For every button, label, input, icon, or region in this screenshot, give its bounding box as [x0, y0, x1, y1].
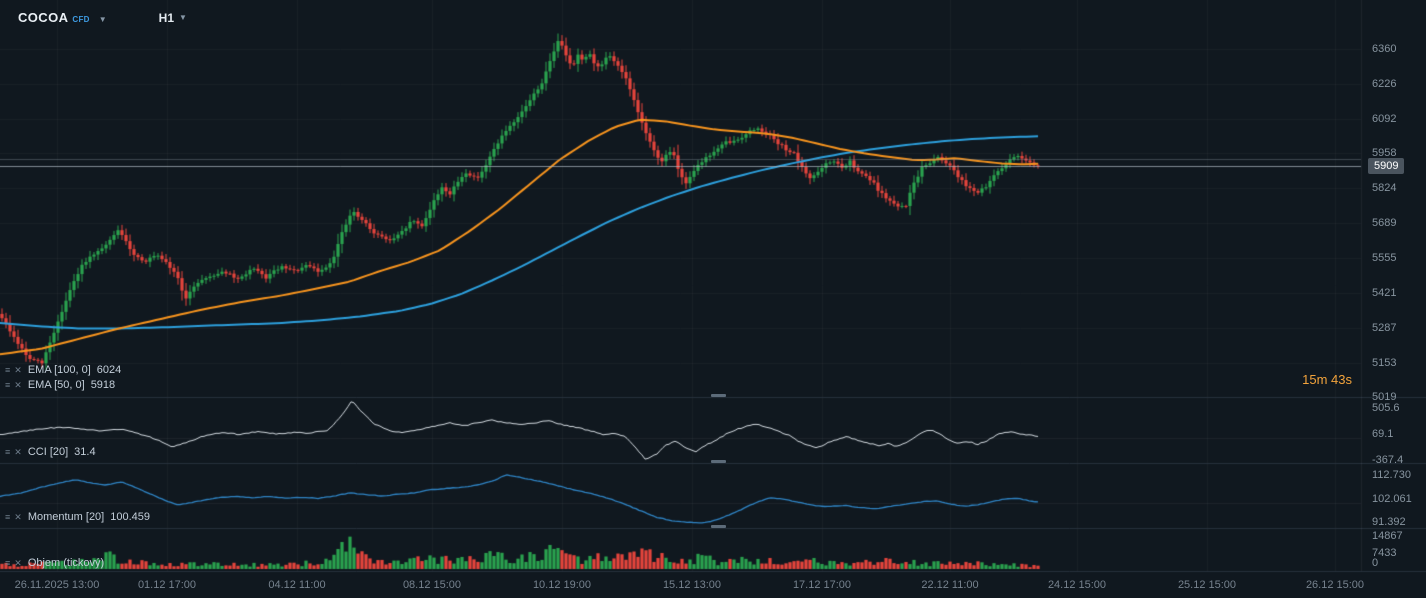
indicator-remove-icon[interactable]: ✕ [14, 379, 22, 390]
indicator-remove-icon[interactable]: ✕ [14, 446, 22, 457]
indicator-row-ema100: ≡ ✕ EMA [100, 0] 6024 [5, 364, 121, 376]
time-axis-label: 08.12 15:00 [402, 579, 462, 591]
price-axis[interactable]: 6360 6226 6092 5958 5824 5689 5555 5421 5287 5153… [1366, 0, 1426, 572]
time-axis-label: 24.12 15:00 [1047, 579, 1107, 591]
indicator-icons: ≡ ✕ [5, 380, 22, 391]
candle-countdown: 15m 43s [1302, 372, 1352, 387]
time-axis-label: 26.11.2025 13:00 [14, 579, 100, 591]
momentum-axis-label: 102.061 [1372, 492, 1412, 505]
timeframe-label: H1 [158, 10, 174, 25]
chart-header: COCOA CFD ▼ H1 ▼ [18, 10, 187, 25]
time-axis-label: 15.12 13:00 [662, 579, 722, 591]
time-axis-label: 26.12 15:00 [1305, 579, 1365, 591]
price-axis-label: 6226 [1372, 77, 1397, 90]
price-axis-label: 5019 [1372, 391, 1397, 404]
panel-resize-handle[interactable] [711, 394, 726, 397]
volume-axis-label: 0 [1372, 557, 1379, 569]
symbol-selector[interactable]: COCOA CFD ▼ [18, 10, 107, 25]
current-price-label: 5909 [1368, 158, 1405, 175]
price-axis-label: 5421 [1372, 286, 1397, 299]
indicator-row-momentum: ≡ ✕ Momentum [20] 100.459 [5, 511, 150, 523]
cci-axis-label: 69.1 [1372, 428, 1394, 440]
indicator-menu-icon[interactable]: ≡ [5, 364, 11, 375]
indicator-label: Objem (tickový) [27, 557, 105, 569]
time-axis-label: 01.12 17:00 [137, 579, 197, 591]
indicator-icons: ≡ ✕ [5, 365, 22, 376]
price-axis-label: 5153 [1372, 356, 1397, 369]
indicator-value: 5918 [90, 379, 116, 391]
symbol-name: COCOA [18, 10, 69, 25]
time-axis-label: 10.12 19:00 [532, 579, 592, 591]
instrument-type-badge: CFD [72, 15, 90, 24]
price-axis-label: 5555 [1372, 252, 1397, 265]
volume-axis-label: 7433 [1372, 546, 1397, 559]
price-axis-label: 6092 [1372, 112, 1397, 125]
time-axis-label: 25.12 15:00 [1177, 579, 1237, 591]
momentum-axis-label: 91.392 [1372, 516, 1406, 528]
indicator-icons: ≡ ✕ [5, 512, 22, 523]
indicator-row-cci: ≡ ✕ CCI [20] 31.4 [5, 446, 96, 458]
price-axis-label: 5958 [1372, 147, 1397, 160]
indicator-menu-icon[interactable]: ≡ [5, 379, 11, 390]
indicator-label: CCI [20] [27, 446, 69, 458]
indicator-value: 100.459 [110, 511, 150, 523]
indicator-remove-icon[interactable]: ✕ [14, 557, 22, 568]
indicator-label: Momentum [20] [27, 511, 105, 523]
time-axis-label: 04.12 11:00 [268, 579, 326, 591]
cci-axis-label: 505.6 [1372, 402, 1400, 414]
indicator-row-ema50: ≡ ✕ EMA [50, 0] 5918 [5, 379, 115, 391]
indicator-value: 31.4 [74, 446, 96, 458]
indicator-row-volume: ≡ ✕ Objem (tickový) [5, 557, 104, 569]
indicator-menu-icon[interactable]: ≡ [5, 557, 11, 568]
price-axis-label: 6360 [1372, 43, 1397, 55]
time-axis[interactable]: 26.11.2025 13:00 01.12 17:00 04.12 11:00 08… [0, 572, 1426, 598]
indicator-label: EMA [50, 0] [27, 379, 85, 391]
price-axis-label: 5689 [1372, 217, 1397, 230]
time-axis-label: 17.12 17:00 [792, 579, 852, 591]
panel-resize-handle[interactable] [711, 460, 726, 463]
indicator-menu-icon[interactable]: ≡ [5, 511, 11, 522]
indicator-remove-icon[interactable]: ✕ [14, 364, 22, 375]
timeframe-selector[interactable]: H1 ▼ [159, 11, 187, 25]
price-axis-label: 5287 [1372, 321, 1397, 334]
indicator-value: 6024 [96, 364, 122, 376]
indicator-label: EMA [100, 0] [27, 364, 91, 376]
chevron-down-icon: ▼ [179, 13, 187, 22]
price-axis-label: 5824 [1372, 182, 1397, 195]
momentum-axis-label: 112.730 [1372, 469, 1411, 481]
cci-axis-label: -367.4 [1372, 454, 1404, 466]
indicator-remove-icon[interactable]: ✕ [14, 511, 22, 522]
chevron-down-icon: ▼ [98, 15, 107, 24]
indicator-icons: ≡ ✕ [5, 558, 22, 569]
panel-resize-handle[interactable] [711, 525, 726, 528]
indicator-icons: ≡ ✕ [5, 447, 22, 458]
volume-axis-label: 14867 [1372, 530, 1403, 542]
indicator-menu-icon[interactable]: ≡ [5, 446, 11, 457]
time-axis-label: 22.12 11:00 [921, 579, 979, 591]
